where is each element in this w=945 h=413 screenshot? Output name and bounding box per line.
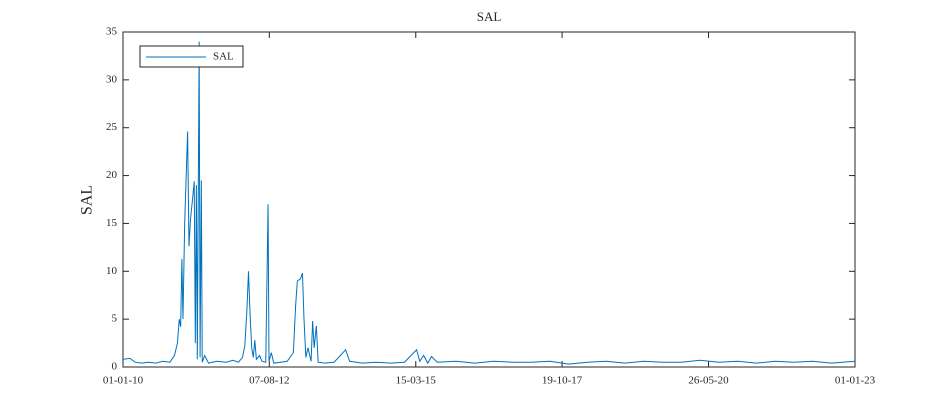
y-tick-label: 30 — [106, 73, 118, 85]
x-tick-label: 01-01-23 — [835, 375, 876, 387]
x-tick-label: 15-03-15 — [396, 375, 437, 387]
y-tick-label: 35 — [106, 26, 118, 38]
x-tick-label: 07-08-12 — [249, 375, 289, 387]
y-tick-label: 20 — [106, 169, 118, 181]
y-tick-label: 25 — [106, 121, 118, 133]
x-tick-label: 19-10-17 — [542, 375, 583, 387]
y-tick-label: 5 — [112, 313, 118, 325]
legend: SAL — [139, 45, 244, 68]
y-tick-label: 10 — [106, 265, 118, 277]
y-tick-label: 0 — [112, 361, 118, 373]
y-tick-label: 15 — [106, 217, 118, 229]
plot-area — [122, 31, 856, 368]
data-line — [122, 41, 856, 365]
y-axis-label: SAL — [79, 185, 96, 215]
chart-title: SAL — [477, 9, 502, 24]
x-tick-label: 26-05-20 — [688, 375, 729, 387]
x-tick-label: 01-01-10 — [103, 375, 144, 387]
legend-label: SAL — [213, 51, 234, 63]
